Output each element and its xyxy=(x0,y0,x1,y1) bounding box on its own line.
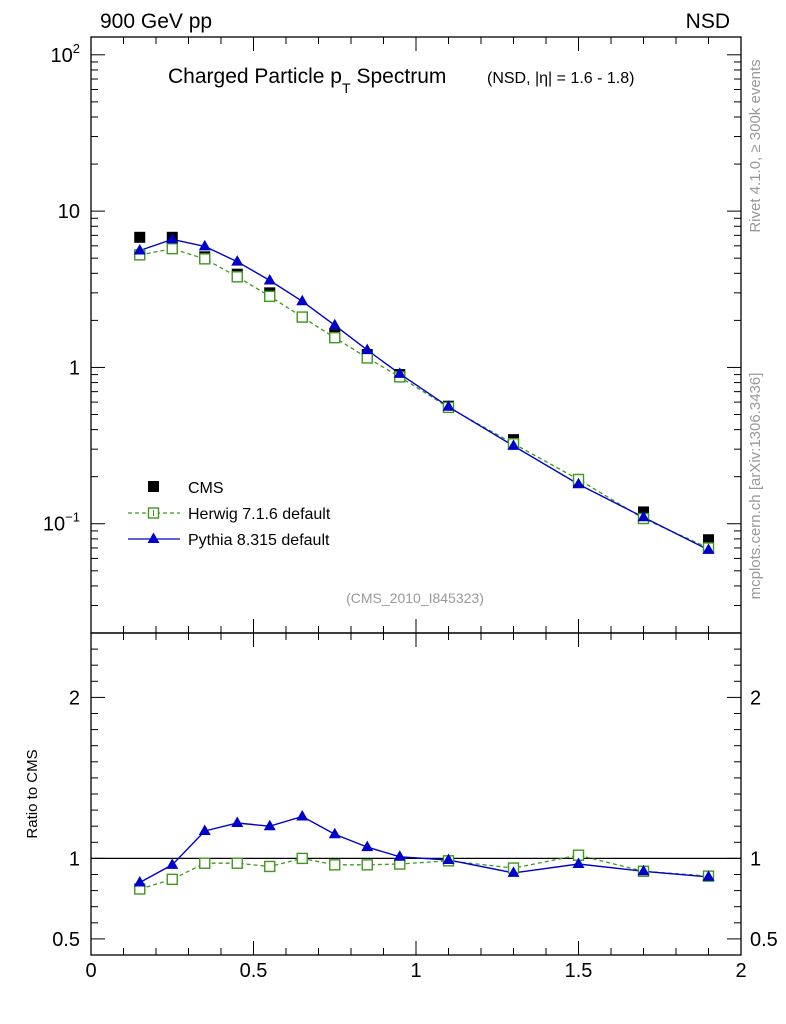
y-tick-label-base: 10 xyxy=(43,514,65,536)
pythia-data-point xyxy=(198,239,211,251)
y-tick-label: 10 xyxy=(58,201,80,223)
pythia-data-point xyxy=(133,243,146,255)
ratio-y-tick-label-right: 0.5 xyxy=(750,929,778,951)
plot-title-selection: (NSD, |η| = 1.6 - 1.8) xyxy=(487,70,634,87)
pythia-ratio-line xyxy=(139,815,709,884)
pythia-line xyxy=(139,238,709,551)
rivet-version-label: Rivet 4.1.0, ≥ 300k events xyxy=(747,59,764,232)
x-tick-label: 1 xyxy=(410,960,421,982)
main-plot-series xyxy=(133,231,715,554)
y-tick-label: 10−1 xyxy=(43,510,80,536)
pythia-ratio-point xyxy=(572,857,585,869)
herwig-data-point xyxy=(166,242,178,255)
pythia-ratio-point xyxy=(198,824,211,836)
herwig-data-point xyxy=(361,352,373,364)
legend-marker-cms xyxy=(148,481,159,492)
pythia-ratio-point xyxy=(263,819,276,831)
y-tick-label: 102 xyxy=(51,41,80,67)
pythia-data-point xyxy=(507,439,520,450)
legend-marker-pythia xyxy=(147,532,160,543)
main-axis-ticks xyxy=(90,37,742,634)
pythia-ratio-point xyxy=(296,810,309,821)
x-tick-label: 0.5 xyxy=(240,960,268,982)
mcplots-reference-label: mcplots.cern.ch [arXiv:1306.3436] xyxy=(747,373,764,600)
herwig-ratio-line xyxy=(139,854,709,890)
ratio-y-tick-labels: 0.5 0.5 1 1 2 2 xyxy=(52,687,778,951)
herwig-ratio-point xyxy=(231,857,243,869)
ratio-y-tick-label-left: 0.5 xyxy=(52,929,80,951)
pythia-ratio-point xyxy=(637,864,650,876)
pythia-data-point xyxy=(296,294,309,306)
y-tick-label: 1 xyxy=(69,357,80,379)
legend-label-pythia: Pythia 8.315 default xyxy=(188,532,330,549)
analysis-id: (CMS_2010_I845323) xyxy=(346,590,484,606)
plot-title-subscript: T xyxy=(342,80,351,96)
pythia-data-point xyxy=(572,477,585,489)
pythia-data-point xyxy=(328,318,341,330)
x-tick-label: 1.5 xyxy=(565,960,593,982)
legend-label-cms: CMS xyxy=(188,480,224,497)
cms-data-point xyxy=(134,231,146,243)
ratio-plot-frame xyxy=(90,632,742,956)
header-process-label: NSD xyxy=(686,10,730,33)
ratio-y-tick-label-right: 1 xyxy=(750,848,761,870)
ratio-plot-series xyxy=(91,810,741,895)
pythia-data-point xyxy=(442,400,455,411)
y-tick-label-exponent: 2 xyxy=(73,41,80,56)
y-tick-label-exponent: −1 xyxy=(65,510,80,525)
pythia-data-point xyxy=(393,367,406,378)
herwig-ratio-point xyxy=(199,857,211,869)
herwig-ratio-point xyxy=(296,852,308,865)
legend: CMS Herwig 7.1.6 default Pythia 8.315 de… xyxy=(128,480,331,549)
pythia-ratio-point xyxy=(166,858,179,869)
plot-title-suffix: Spectrum xyxy=(357,65,447,88)
herwig-line xyxy=(139,248,709,549)
ratio-y-tick-label-left: 1 xyxy=(69,848,80,870)
herwig-ratio-point xyxy=(329,859,341,871)
pythia-data-point xyxy=(702,543,715,554)
pythia-ratio-point xyxy=(702,870,715,881)
herwig-data-point xyxy=(231,271,243,283)
pythia-ratio-point xyxy=(328,827,341,839)
ratio-y-tick-label-right: 2 xyxy=(750,687,761,709)
ratio-y-axis-label: Ratio to CMS xyxy=(24,749,41,838)
y-tick-label-base: 10 xyxy=(51,45,73,67)
herwig-data-point xyxy=(264,290,276,303)
pythia-ratio-point xyxy=(133,876,146,887)
pythia-data-point xyxy=(637,510,650,522)
pythia-data-point xyxy=(263,273,276,285)
pythia-ratio-point xyxy=(507,866,520,877)
pythia-ratio-point xyxy=(231,816,244,827)
herwig-data-point xyxy=(199,253,211,265)
y-tick-label-base: 1 xyxy=(69,357,80,379)
pythia-ratio-point xyxy=(393,850,406,861)
pythia-data-point xyxy=(231,255,244,266)
pythia-data-point xyxy=(166,232,179,244)
plot-title-main: Charged Particle p xyxy=(168,65,342,88)
herwig-data-point xyxy=(296,311,308,323)
header-energy-label: 900 GeV pp xyxy=(100,10,212,33)
legend-label-herwig: Herwig 7.1.6 default xyxy=(188,506,331,523)
herwig-data-point xyxy=(329,331,341,344)
x-tick-label: 2 xyxy=(735,960,746,982)
ratio-axis-ticks xyxy=(90,632,742,956)
x-tick-label: 0 xyxy=(85,960,96,982)
x-tick-labels: 0 0.5 1 1.5 2 xyxy=(85,960,746,982)
pythia-ratio-point xyxy=(442,853,455,865)
herwig-ratio-point xyxy=(264,860,276,873)
herwig-ratio-point xyxy=(361,859,373,871)
y-tick-label-base: 10 xyxy=(58,201,80,223)
pythia-ratio-point xyxy=(361,840,374,852)
herwig-ratio-point xyxy=(166,873,178,886)
plot-title: Charged Particle pT Spectrum xyxy=(168,65,446,96)
cms-data-point xyxy=(703,534,714,546)
pythia-data-point xyxy=(361,343,374,355)
ratio-y-tick-label-left: 2 xyxy=(69,687,80,709)
